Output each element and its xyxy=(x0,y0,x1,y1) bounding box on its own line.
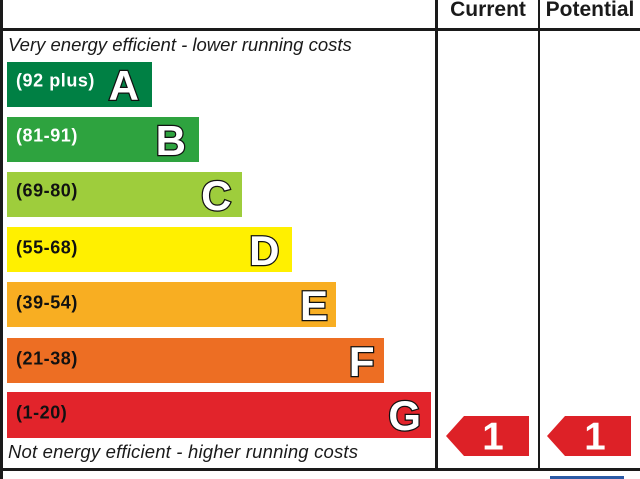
svg-text:1: 1 xyxy=(482,416,503,456)
svg-text:1: 1 xyxy=(584,416,605,456)
